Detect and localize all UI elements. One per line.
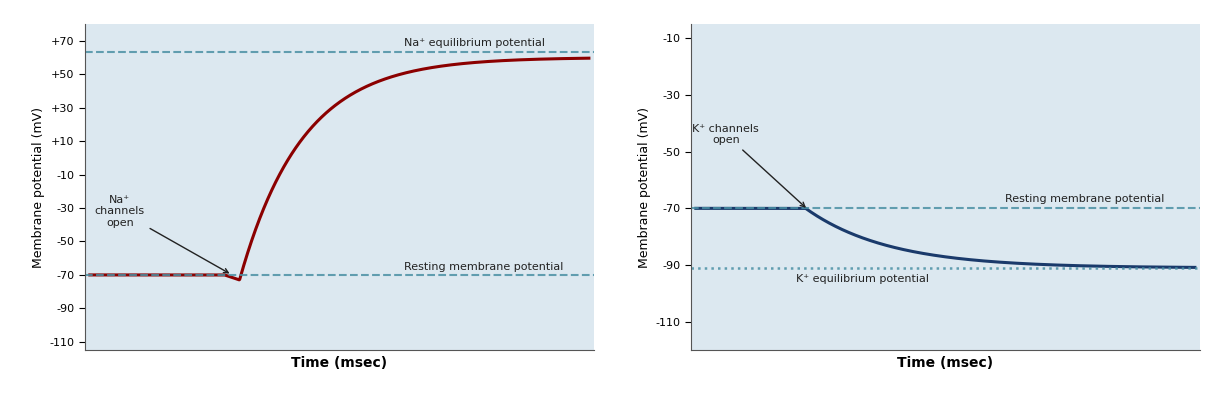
Text: K⁺ equilibrium potential: K⁺ equilibrium potential [795,273,928,284]
Text: Resting membrane potential: Resting membrane potential [1005,194,1165,204]
X-axis label: Time (msec): Time (msec) [897,356,994,370]
Text: Na⁺ equilibrium potential: Na⁺ equilibrium potential [405,38,545,48]
Y-axis label: Membrane potential (mV): Membrane potential (mV) [33,107,45,267]
Text: Na⁺
channels
open: Na⁺ channels open [95,195,228,273]
Y-axis label: Membrane potential (mV): Membrane potential (mV) [639,107,651,267]
Text: Resting membrane potential: Resting membrane potential [405,262,564,272]
X-axis label: Time (msec): Time (msec) [291,356,388,370]
Text: K⁺ channels
open: K⁺ channels open [692,124,805,207]
